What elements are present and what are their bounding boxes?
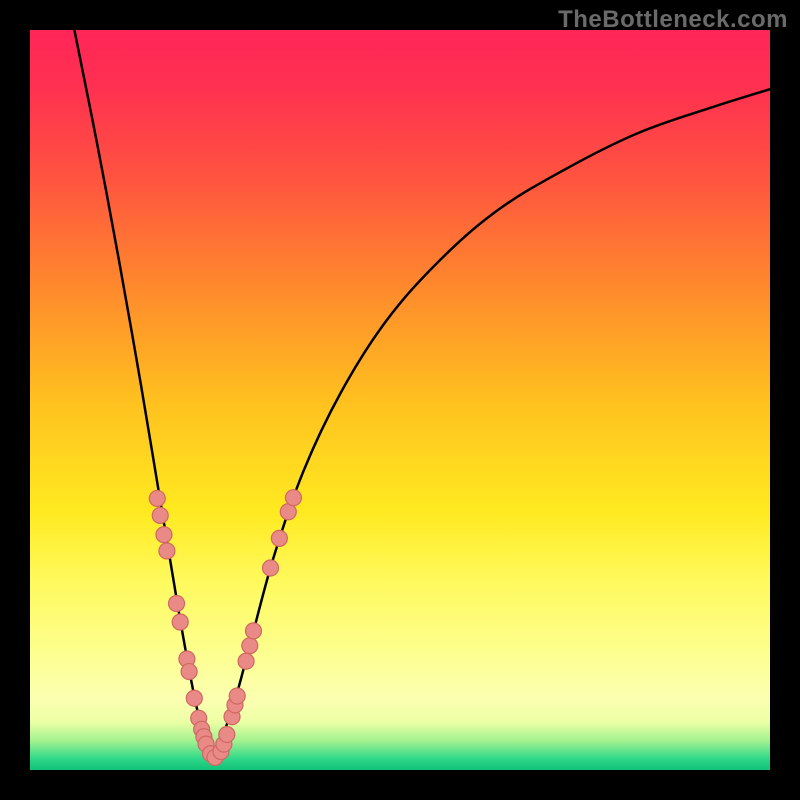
data-point <box>149 490 165 506</box>
data-point <box>271 530 287 546</box>
data-point <box>242 638 258 654</box>
data-point <box>181 664 197 680</box>
data-point <box>169 596 185 612</box>
data-point <box>152 507 168 523</box>
bottleneck-chart <box>30 30 770 770</box>
data-point <box>285 490 301 506</box>
data-point <box>238 653 254 669</box>
data-point <box>263 560 279 576</box>
data-point <box>219 726 235 742</box>
plot-area <box>30 30 770 770</box>
data-point <box>186 690 202 706</box>
data-point <box>159 543 175 559</box>
data-point <box>245 623 261 639</box>
chart-container: TheBottleneck.com <box>0 0 800 800</box>
data-point <box>229 688 245 704</box>
data-point <box>172 614 188 630</box>
data-point <box>156 527 172 543</box>
watermark-text: TheBottleneck.com <box>558 6 788 34</box>
